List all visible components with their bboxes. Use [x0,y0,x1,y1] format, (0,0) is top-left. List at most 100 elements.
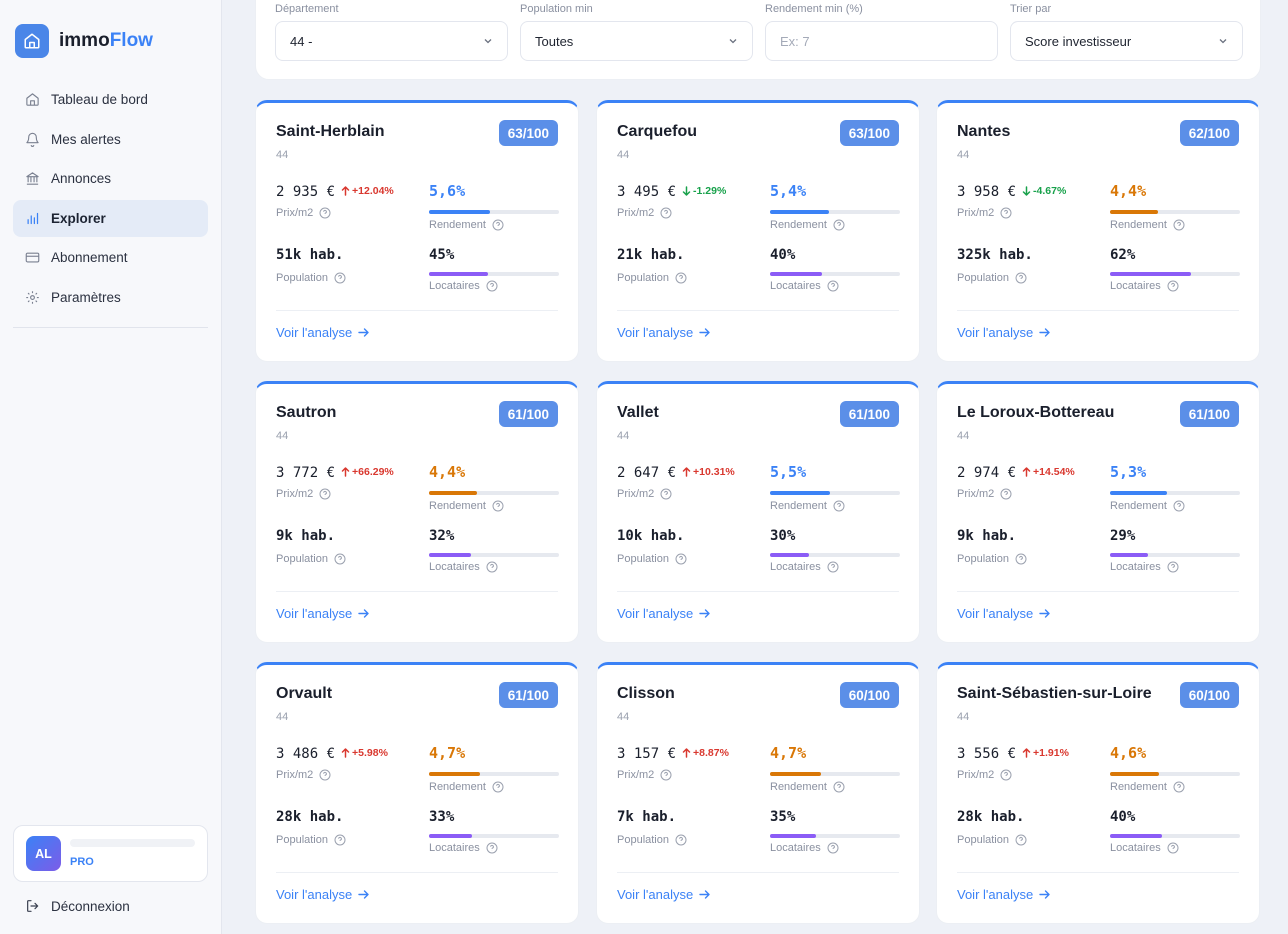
sidebar-item-dashboard[interactable]: Tableau de bord [13,81,208,118]
city-name: Le Loroux-Bottereau [957,404,1115,421]
help-circle-icon[interactable] [1173,219,1185,231]
yield-label: Rendement [770,219,845,231]
city-card[interactable]: Nantes 44 62/100 3 958 € -4.67% Prix/m2 … [936,100,1260,362]
help-circle-icon[interactable] [1167,561,1179,573]
metric-label: Locataires [1110,842,1161,854]
help-circle-icon[interactable] [1000,488,1012,500]
help-circle-icon[interactable] [660,769,672,781]
help-circle-icon[interactable] [1000,207,1012,219]
sidebar-item-subscription[interactable]: Abonnement [13,239,208,276]
help-circle-icon[interactable] [675,834,687,846]
metric-label: Prix/m2 [957,769,995,781]
sidebar-item-label: Abonnement [51,250,128,265]
city-card[interactable]: Sautron 44 61/100 3 772 € +66.29% Prix/m… [255,381,579,643]
score-badge: 61/100 [498,401,558,427]
tenants-label: Locataires [429,842,498,854]
view-analysis-link[interactable]: Voir l'analyse [957,606,1050,621]
logout-button[interactable]: Déconnexion [25,898,130,914]
chevron-down-icon [484,39,492,44]
city-card[interactable]: Carquefou 44 63/100 3 495 € -1.29% Prix/… [596,100,920,362]
logo[interactable]: immoFlow [15,24,153,58]
metric-label: Rendement [1110,500,1167,512]
help-circle-icon[interactable] [1015,834,1027,846]
help-circle-icon[interactable] [827,561,839,573]
view-analysis-link[interactable]: Voir l'analyse [617,887,710,902]
help-circle-icon[interactable] [492,219,504,231]
metric-label: Locataires [770,280,821,292]
city-department: 44 [957,711,970,723]
card-divider [957,872,1239,873]
view-analysis-link[interactable]: Voir l'analyse [957,887,1050,902]
city-card[interactable]: Saint-Sébastien-sur-Loire 44 60/100 3 55… [936,662,1260,924]
tenants-value: 32% [429,528,455,544]
help-circle-icon[interactable] [1015,272,1027,284]
help-circle-icon[interactable] [833,781,845,793]
help-circle-icon[interactable] [319,769,331,781]
trend-value: +10.31% [693,466,735,478]
price-value: 2 935 [276,184,319,200]
help-circle-icon[interactable] [319,488,331,500]
help-circle-icon[interactable] [833,219,845,231]
help-circle-icon[interactable] [334,834,346,846]
select-value: Score investisseur [1025,33,1132,49]
city-card[interactable]: Saint-Herblain 44 63/100 2 935 € +12.04%… [255,100,579,362]
help-circle-icon[interactable] [833,500,845,512]
view-analysis-link[interactable]: Voir l'analyse [276,325,369,340]
view-analysis-link[interactable]: Voir l'analyse [617,325,710,340]
chevron-down-icon [1219,39,1227,44]
view-analysis-link[interactable]: Voir l'analyse [617,606,710,621]
help-circle-icon[interactable] [660,488,672,500]
help-circle-icon[interactable] [1167,842,1179,854]
help-circle-icon[interactable] [319,207,331,219]
sidebar-item-listings[interactable]: Annonces [13,160,208,197]
link-label: Voir l'analyse [617,606,694,621]
help-circle-icon[interactable] [1173,500,1185,512]
help-circle-icon[interactable] [675,272,687,284]
yield-label: Rendement [770,500,845,512]
sidebar-item-alerts[interactable]: Mes alertes [13,121,208,158]
help-circle-icon[interactable] [486,842,498,854]
view-analysis-link[interactable]: Voir l'analyse [957,325,1050,340]
tenants-bar [1110,272,1240,276]
help-circle-icon[interactable] [675,553,687,565]
rendement-input[interactable] [780,33,960,49]
help-circle-icon[interactable] [492,500,504,512]
trend-value: +5.98% [352,747,388,759]
city-card[interactable]: Vallet 44 61/100 2 647 € +10.31% Prix/m2… [596,381,920,643]
metric-label: Locataires [429,842,480,854]
help-circle-icon[interactable] [827,280,839,292]
sidebar-item-explorer[interactable]: Explorer [13,199,208,237]
city-card[interactable]: Orvault 44 61/100 3 486 € +5.98% Prix/m2… [255,662,579,924]
population-label: Population [617,553,687,565]
city-card[interactable]: Le Loroux-Bottereau 44 61/100 2 974 € +1… [936,381,1260,643]
sidebar-item-settings[interactable]: Paramètres [13,279,208,316]
arrow-right-icon [699,328,710,337]
link-label: Voir l'analyse [276,606,353,621]
link-label: Voir l'analyse [276,887,353,902]
help-circle-icon[interactable] [1000,769,1012,781]
help-circle-icon[interactable] [492,781,504,793]
help-circle-icon[interactable] [1015,553,1027,565]
help-circle-icon[interactable] [1167,280,1179,292]
help-circle-icon[interactable] [486,280,498,292]
gear-icon [26,290,39,304]
trend-value: -1.29% [693,185,727,197]
help-circle-icon[interactable] [660,207,672,219]
departement-select[interactable]: 44 - [275,21,508,61]
tenants-bar [429,834,559,838]
help-circle-icon[interactable] [334,553,346,565]
help-circle-icon[interactable] [827,842,839,854]
help-circle-icon[interactable] [486,561,498,573]
card-divider [276,310,558,311]
help-circle-icon[interactable] [1173,781,1185,793]
city-card[interactable]: Clisson 44 60/100 3 157 € +8.87% Prix/m2… [596,662,920,924]
sort-select[interactable]: Score investisseur [1010,21,1243,61]
price-per-m2: 2 935 € +12.04% [276,184,394,200]
rendement-field[interactable] [765,21,998,61]
population-select[interactable]: Toutes [520,21,753,61]
view-analysis-link[interactable]: Voir l'analyse [276,606,369,621]
view-analysis-link[interactable]: Voir l'analyse [276,887,369,902]
user-card[interactable]: AL PRO [13,825,208,882]
metric-label: Prix/m2 [276,488,314,500]
help-circle-icon[interactable] [334,272,346,284]
